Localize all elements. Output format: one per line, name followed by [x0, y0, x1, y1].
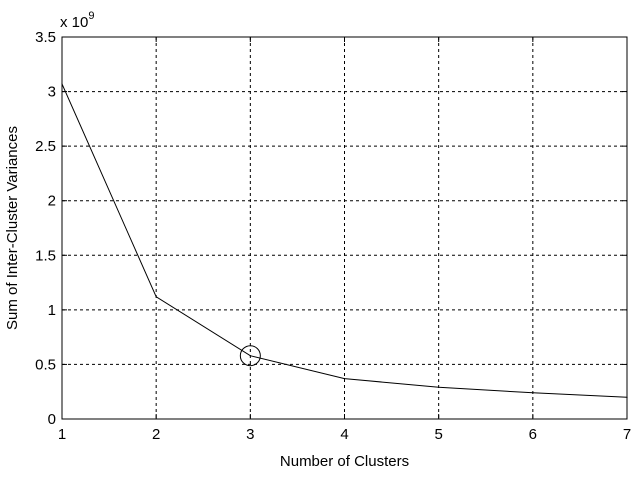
y-tick-label: 3 [48, 84, 56, 101]
data-point [343, 378, 346, 380]
y-tick-label: 1 [48, 302, 56, 319]
x-tick-label: 6 [529, 426, 537, 443]
elbow-highlight-circle [239, 345, 261, 367]
y-tick-label: 1.5 [35, 247, 56, 264]
data-point [438, 386, 440, 388]
y-axis-label: Sum of Inter-Cluster Variances [4, 126, 21, 330]
y-axis-multiplier: x 109 [60, 10, 94, 31]
axis-ticks [61, 36, 628, 420]
y-tick-label: 0.5 [35, 356, 56, 373]
data-point [249, 355, 251, 357]
data-point [626, 396, 628, 398]
data-point [532, 392, 534, 394]
y-tick-label: 2.5 [35, 138, 56, 155]
x-tick-label: 1 [58, 426, 66, 443]
tick-labels: 1 2 3 4 5 6 7 0 0.5 1 1.5 2 2.5 3 3.5 [35, 29, 631, 443]
x-tick-label: 3 [246, 426, 254, 443]
x-tick-label: 7 [623, 426, 631, 443]
x-tick-label: 5 [434, 426, 442, 443]
y-multiplier-base: x 10 [60, 14, 88, 31]
y-tick-label: 3.5 [35, 29, 56, 46]
y-tick-label: 0 [48, 411, 56, 428]
x-tick-label: 2 [152, 426, 160, 443]
data-point [155, 296, 157, 298]
x-axis-label: Number of Clusters [280, 453, 409, 470]
series [61, 83, 628, 398]
grid [62, 37, 627, 419]
y-tick-label: 2 [48, 193, 56, 210]
x-tick-label: 4 [340, 426, 348, 443]
data-point [61, 83, 63, 85]
y-multiplier-exponent: 9 [88, 10, 94, 22]
